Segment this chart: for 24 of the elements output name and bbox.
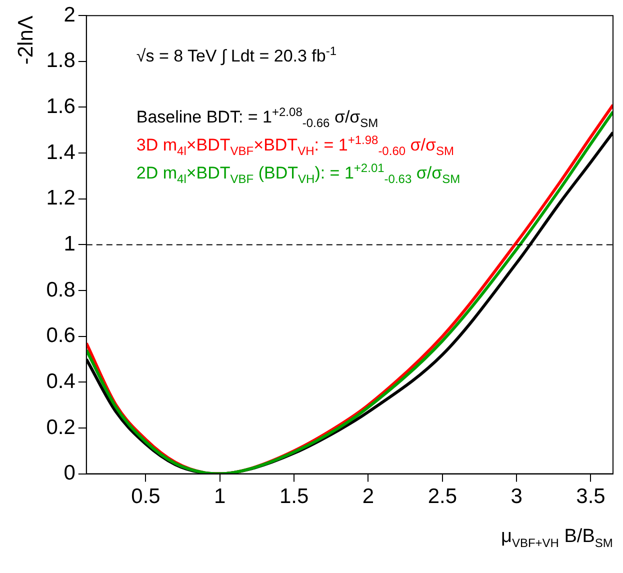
x-tick-label: 1 <box>214 485 226 508</box>
x-tick-label: 2 <box>362 485 374 508</box>
y-axis-title: -2lnΛ <box>14 16 38 65</box>
y-tick-label: 0.6 <box>46 324 76 348</box>
x-tick-label: 3 <box>510 485 522 508</box>
y-tick-label: 0 <box>64 462 76 485</box>
y-tick-label: 0.8 <box>46 278 76 302</box>
y-tick-label: 1.2 <box>46 186 76 210</box>
x-tick-label: 3.5 <box>576 485 606 508</box>
text: 2D m$_{4l}$×BDT$_{VBF}$ (BDT$_{VH}$): = 1$^{+2.01}$$_{-0.63}$ σ/σ$_{SM}$ <box>136 161 460 187</box>
x-tick-label: 0.5 <box>131 485 160 508</box>
x-tick-label: 2.5 <box>428 485 458 508</box>
text: Baseline BDT: = 1$^{+2.08}$$_{-0.66}$ σ/σ$_{SM}$ <box>136 104 380 132</box>
x-tick-label: 1.5 <box>279 485 309 508</box>
y-tick-label: 1 <box>64 232 76 256</box>
annotation: √s = 8 TeV ∫ Ldt = 20.3 fb$^{-1}$ <box>136 44 337 66</box>
y-tick-label: 1.8 <box>46 49 76 72</box>
y-tick-label: 0.4 <box>46 370 76 393</box>
y-tick-label: 0.2 <box>46 416 76 439</box>
y-tick-label: 1.4 <box>46 140 76 164</box>
y-tick-label: 1.6 <box>46 95 76 118</box>
text: 3D m$_{4l}$×BDT$_{VBF}$×BDT$_{VH}$: = 1$^{+1.98}$$_{-0.60}$ σ/σ$_{SM}$ <box>136 133 454 158</box>
x-axis-title: μ$_{VBF+VH}$ B/B$_{SM}$ <box>501 526 613 550</box>
y-tick-label: 2 <box>64 3 76 26</box>
